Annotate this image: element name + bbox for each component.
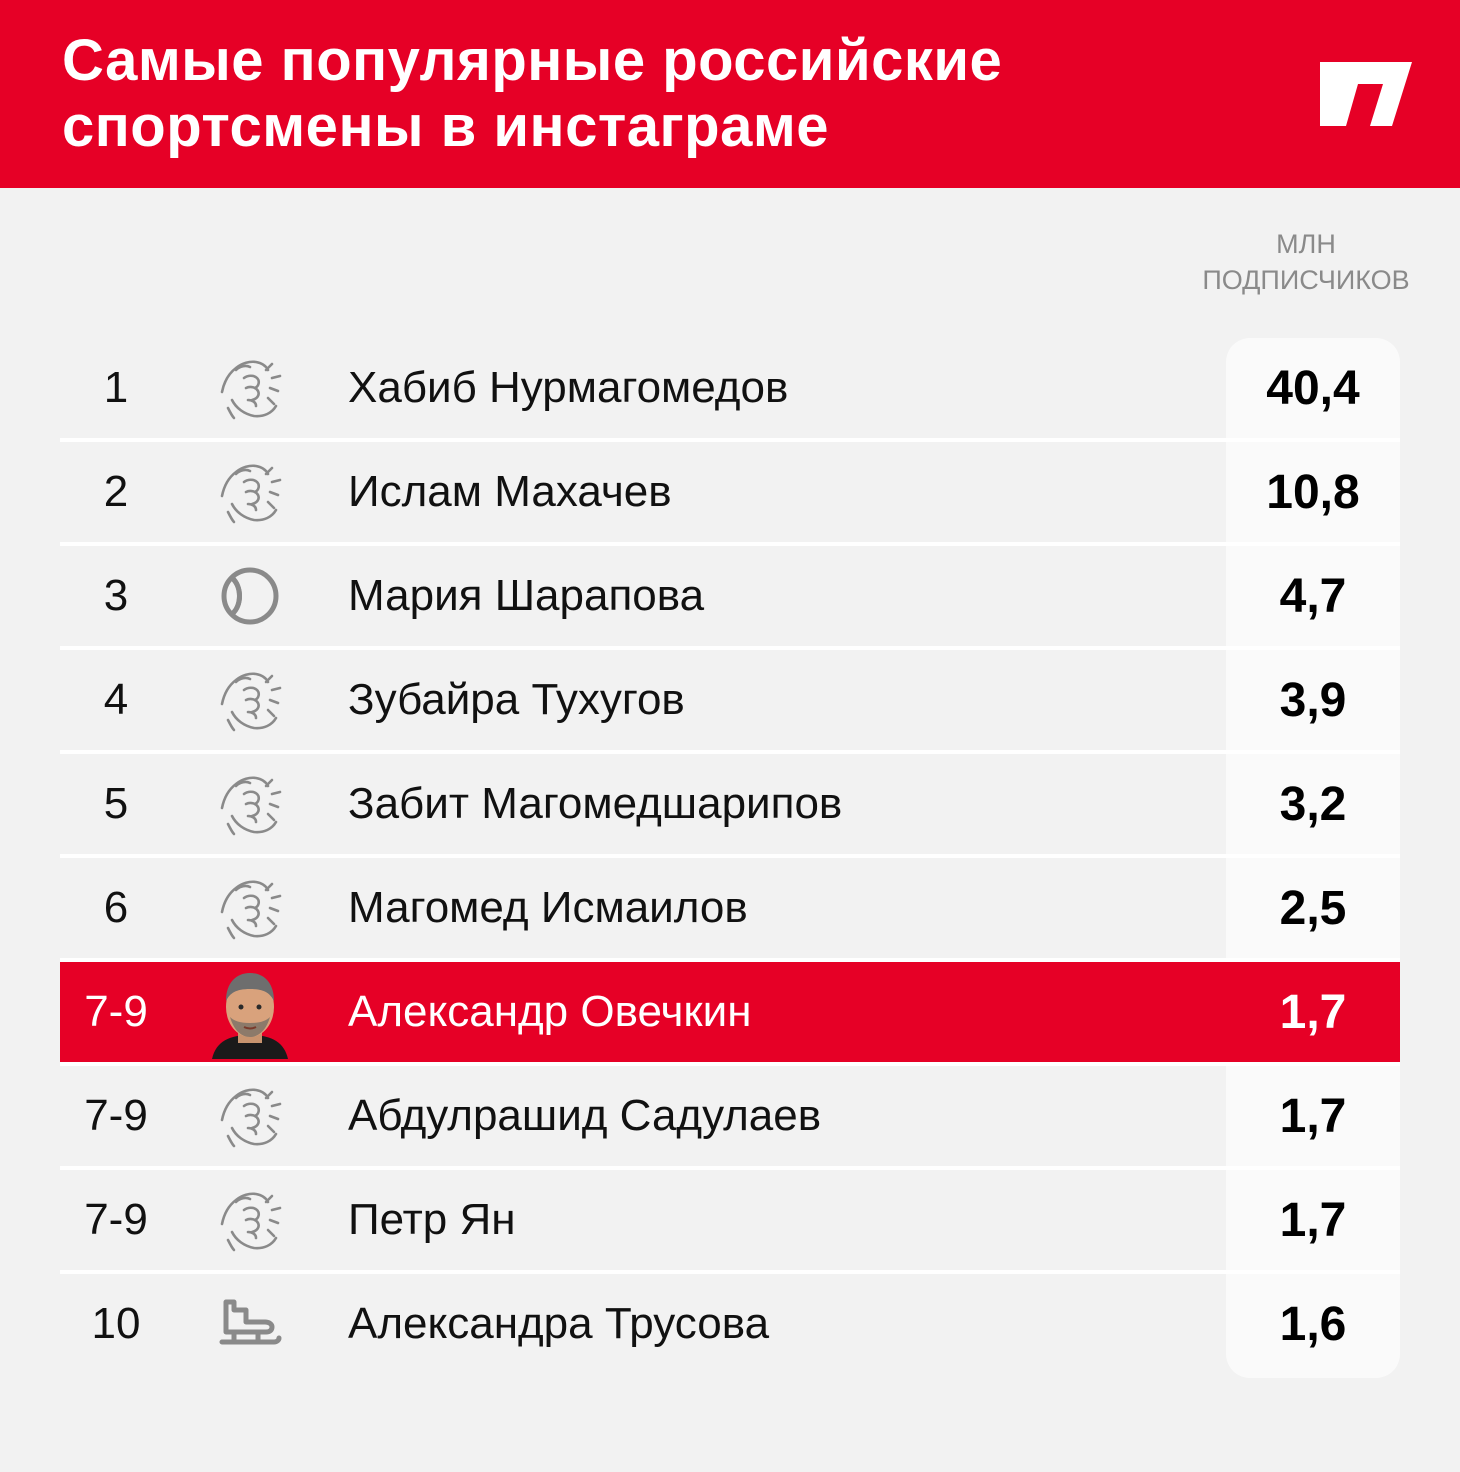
rank-label: 7-9 (84, 1091, 148, 1140)
rank-label: 1 (103, 363, 129, 412)
fist-icon (208, 452, 292, 532)
athlete-name: Александр Овечкин (348, 987, 752, 1036)
followers-value: 1,7 (1279, 985, 1347, 1039)
rank-label: 4 (103, 675, 129, 724)
followers-value: 1,6 (1279, 1297, 1347, 1351)
rank-label: 7-9 (84, 987, 148, 1036)
table-row: 7-9 Александр Овечкин 1,7 (60, 962, 1400, 1066)
table-row: 1 Хабиб Нурмагомедов 40,4 (60, 338, 1400, 442)
title-line-2: спортсмены в инстаграме (62, 94, 830, 159)
fist-icon (208, 1076, 292, 1156)
fist-icon (208, 868, 292, 948)
table-row: 5 Забит Магомедшарипов 3,2 (60, 754, 1400, 858)
followers-value: 3,2 (1279, 777, 1347, 831)
table-row: 4 Зубайра Тухугов 3,9 (60, 650, 1400, 754)
followers-value: 10,8 (1266, 465, 1360, 519)
athlete-name: Хабиб Нурмагомедов (348, 363, 789, 412)
table-row: 3 Мария Шарапова 4,7 (60, 546, 1400, 650)
athlete-name: Петр Ян (348, 1195, 516, 1244)
fist-icon (208, 764, 292, 844)
units-label: МЛН ПОДПИСЧИКОВ (1196, 226, 1416, 298)
fist-icon (208, 348, 292, 428)
rank-label: 2 (103, 467, 129, 516)
units-line-1: МЛН (1276, 229, 1336, 259)
brand-logo-icon (1320, 62, 1412, 126)
table-row: 7-9 Абдулрашид Садулаев 1,7 (60, 1066, 1400, 1170)
table-row: 2 Ислам Махачев 10,8 (60, 442, 1400, 546)
rank-label: 6 (103, 883, 129, 932)
rank-label: 3 (103, 571, 129, 620)
athlete-name: Ислам Махачев (348, 467, 672, 516)
skate-icon (208, 1284, 292, 1364)
table-row: 7-9 Петр Ян 1,7 (60, 1170, 1400, 1274)
followers-value: 1,7 (1279, 1193, 1347, 1247)
rank-label: 10 (91, 1299, 141, 1348)
table-row: 6 Магомед Исмаилов 2,5 (60, 858, 1400, 962)
athlete-name: Абдулрашид Садулаев (348, 1091, 822, 1140)
athlete-name: Мария Шарапова (348, 571, 705, 620)
athlete-name: Забит Магомедшарипов (348, 779, 843, 828)
followers-value: 3,9 (1279, 673, 1347, 727)
page-title: Самые популярные российские спортсмены в… (62, 28, 1212, 160)
athlete-name: Зубайра Тухугов (348, 675, 685, 724)
table-row: 10 Александра Трусова 1,6 (60, 1274, 1400, 1374)
tennis-ball-icon (208, 556, 292, 636)
athlete-photo-icon (208, 972, 292, 1059)
units-line-2: ПОДПИСЧИКОВ (1202, 265, 1410, 295)
fist-icon (208, 660, 292, 740)
title-line-1: Самые популярные российские (62, 28, 1003, 93)
rank-label: 5 (103, 779, 129, 828)
followers-value: 2,5 (1279, 881, 1347, 935)
header-banner: Самые популярные российские спортсмены в… (0, 0, 1460, 188)
athlete-name: Магомед Исмаилов (348, 883, 748, 932)
rank-label: 7-9 (84, 1195, 148, 1244)
followers-value: 1,7 (1279, 1089, 1347, 1143)
fist-icon (208, 1180, 292, 1260)
ranking-table: 1 Хабиб Нурмагомедов 40,4 2 Ислам Махачев 10,… (60, 338, 1400, 1374)
followers-value: 4,7 (1279, 569, 1347, 623)
followers-value: 40,4 (1266, 361, 1360, 415)
value-column-background (1226, 338, 1400, 1378)
athlete-name: Александра Трусова (348, 1299, 770, 1348)
